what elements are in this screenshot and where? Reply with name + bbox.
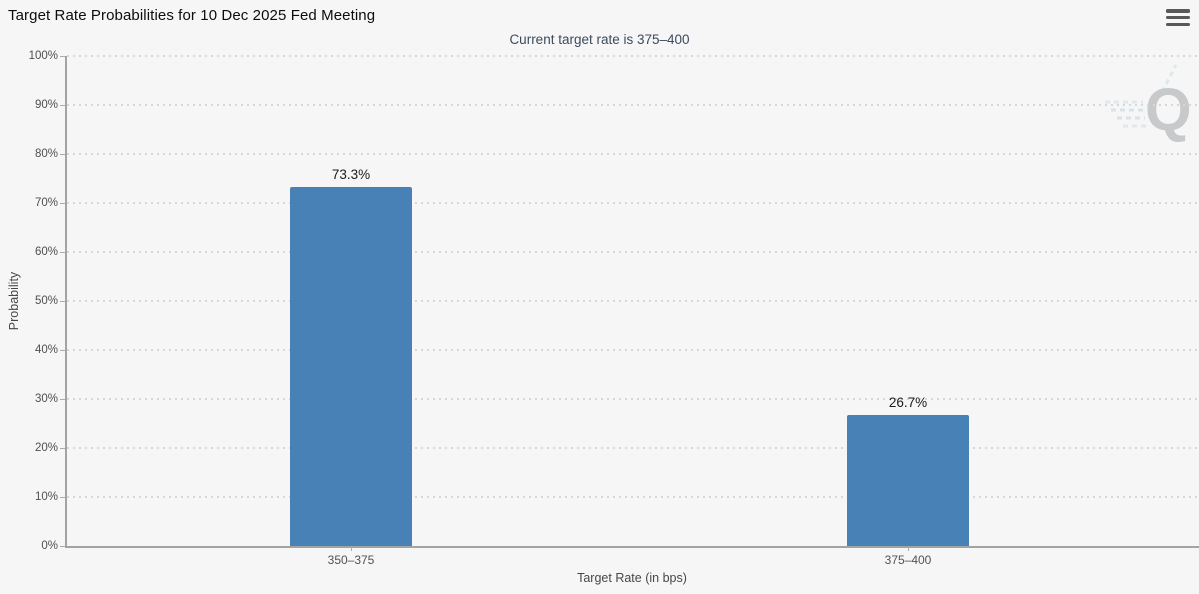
bar-375-400[interactable] (847, 415, 969, 546)
gridline (67, 300, 1199, 302)
y-tick-mark (60, 349, 65, 351)
x-category-label: 375–400 (884, 553, 932, 567)
hamburger-bar (1166, 22, 1190, 26)
gridline (67, 55, 1199, 57)
chart-subtitle: Current target rate is 375–400 (509, 32, 690, 47)
y-tick-mark (60, 104, 65, 106)
y-tick-label: 0% (41, 540, 58, 552)
y-axis-line (65, 56, 67, 546)
gridline (67, 251, 1199, 253)
y-tick-label: 100% (28, 50, 58, 62)
x-tick-mark (908, 546, 909, 551)
y-tick-mark (60, 398, 65, 400)
gridline (67, 398, 1199, 400)
y-tick-mark (60, 300, 65, 302)
gridline (67, 104, 1199, 106)
x-category-label: 350–375 (327, 553, 375, 567)
x-axis-title: Target Rate (in bps) (577, 571, 687, 585)
hamburger-bar (1166, 15, 1190, 20)
bar-value-label: 26.7% (888, 395, 928, 411)
y-tick-label: 60% (34, 246, 58, 258)
y-tick-mark (60, 55, 65, 57)
gridline (67, 153, 1199, 155)
y-axis-title: Probability (7, 271, 21, 331)
y-tick-mark (60, 496, 65, 498)
bar-value-label: 73.3% (331, 166, 371, 182)
y-tick-mark (60, 251, 65, 253)
y-tick-label: 80% (34, 148, 58, 160)
y-tick-label: 90% (34, 99, 58, 111)
y-tick-label: 20% (34, 442, 58, 454)
y-tick-mark (60, 545, 65, 547)
hamburger-bar (1166, 9, 1190, 13)
gridline (67, 447, 1199, 449)
gridline (67, 496, 1199, 498)
bar-350-375[interactable] (290, 186, 412, 546)
y-tick-mark (60, 447, 65, 449)
y-tick-label: 50% (34, 295, 58, 307)
y-tick-label: 70% (34, 197, 58, 209)
hamburger-menu-icon[interactable] (1166, 9, 1190, 26)
y-tick-label: 40% (34, 344, 58, 356)
y-tick-mark (60, 202, 65, 204)
y-tick-label: 10% (34, 491, 58, 503)
x-axis-line (65, 546, 1199, 548)
x-tick-mark (351, 546, 352, 551)
gridline (67, 349, 1199, 351)
gridline (67, 202, 1199, 204)
y-tick-label: 30% (34, 393, 58, 405)
y-tick-mark (60, 153, 65, 155)
page-title: Target Rate Probabilities for 10 Dec 202… (8, 7, 376, 24)
